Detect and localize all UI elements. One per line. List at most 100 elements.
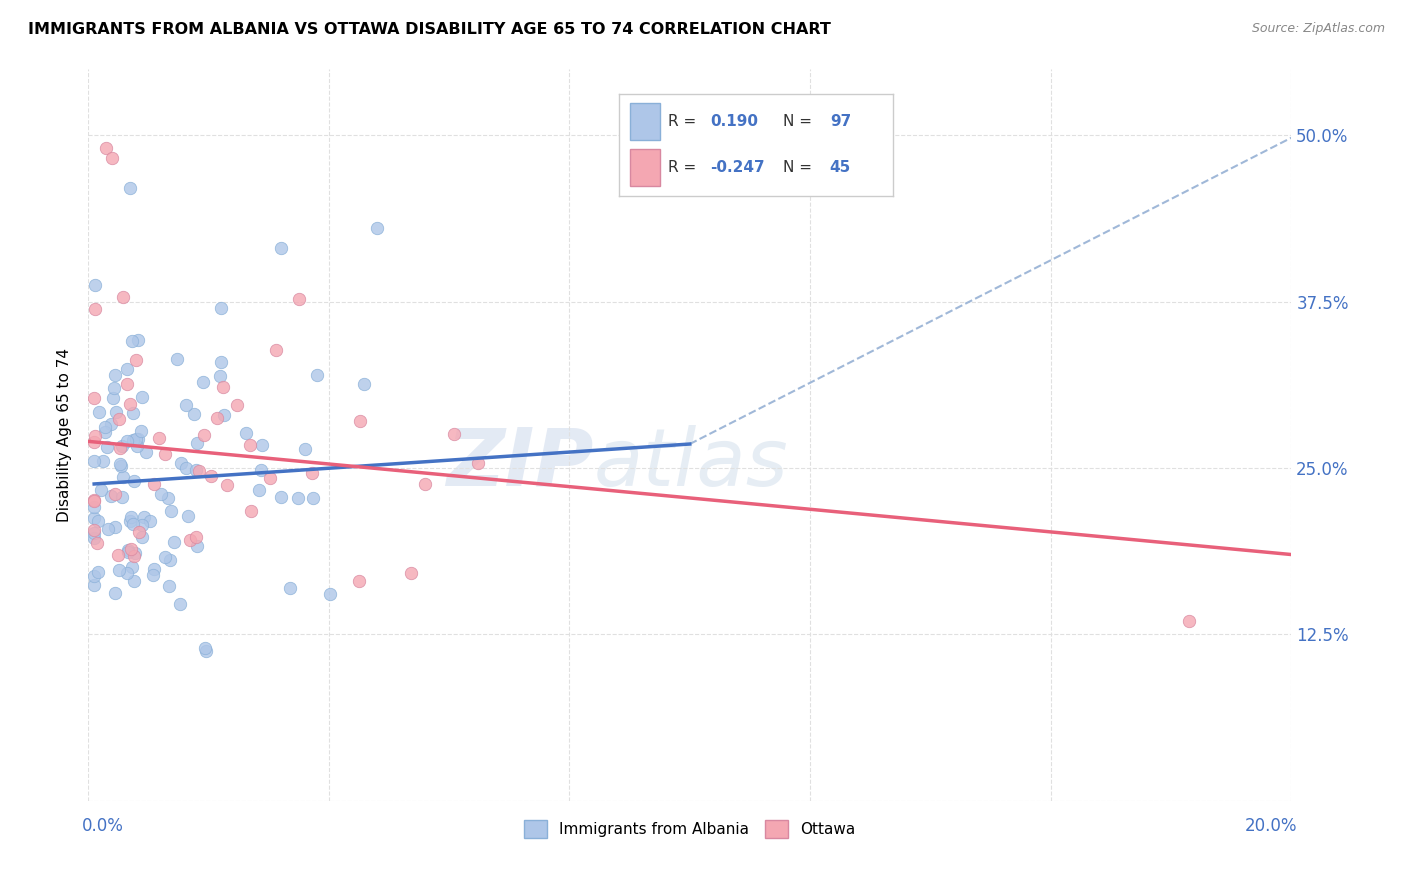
Point	[101, 151, 124, 165]
Point	[240, 504, 263, 518]
Point	[107, 548, 129, 562]
Bar	[630, 149, 659, 186]
Point	[124, 546, 146, 560]
Legend: Immigrants from Albania, Ottawa: Immigrants from Albania, Ottawa	[519, 814, 862, 845]
Point	[131, 424, 153, 438]
Text: N =: N =	[783, 114, 817, 128]
Point	[188, 464, 211, 478]
Point	[83, 391, 105, 405]
Text: 20.0%: 20.0%	[1244, 817, 1298, 835]
Bar	[630, 103, 659, 140]
Point	[100, 417, 122, 432]
Point	[86, 536, 108, 550]
Point	[177, 509, 200, 524]
Point	[83, 301, 105, 316]
Point	[104, 586, 127, 600]
Point	[169, 598, 191, 612]
Point	[399, 566, 422, 580]
Point	[90, 483, 112, 497]
Point	[125, 353, 148, 368]
Point	[135, 445, 157, 459]
Point	[83, 500, 105, 515]
Point	[270, 241, 292, 255]
Point	[127, 432, 149, 446]
Point	[121, 516, 143, 531]
Point	[155, 549, 177, 564]
Text: 97: 97	[830, 114, 851, 128]
Point	[349, 413, 371, 427]
Point	[194, 644, 217, 658]
Point	[83, 435, 105, 450]
Point	[103, 381, 125, 395]
Point	[1178, 614, 1201, 628]
Point	[120, 541, 142, 556]
Point	[250, 438, 273, 452]
Point	[250, 463, 273, 477]
Text: 45: 45	[830, 160, 851, 175]
Point	[132, 510, 155, 524]
Point	[239, 438, 262, 452]
Point	[111, 470, 134, 484]
Point	[163, 535, 186, 549]
Point	[212, 380, 235, 394]
Point	[301, 467, 323, 481]
Text: -0.247: -0.247	[710, 160, 765, 175]
Point	[209, 355, 232, 369]
Point	[131, 530, 153, 544]
Point	[84, 277, 107, 292]
Point	[115, 377, 138, 392]
Text: 0.190: 0.190	[710, 114, 758, 128]
Point	[160, 503, 183, 517]
Point	[131, 390, 153, 404]
Text: N =: N =	[783, 160, 817, 175]
Text: R =: R =	[668, 114, 702, 128]
Point	[96, 441, 118, 455]
Point	[83, 569, 105, 583]
Point	[294, 442, 316, 457]
Point	[127, 333, 149, 347]
Point	[83, 493, 105, 508]
Point	[111, 439, 134, 453]
Point	[94, 425, 117, 439]
Point	[110, 491, 132, 505]
Point	[184, 530, 207, 544]
Point	[319, 587, 342, 601]
Point	[443, 427, 465, 442]
Point	[184, 462, 207, 476]
Point	[118, 397, 141, 411]
Point	[120, 181, 142, 195]
Point	[125, 439, 148, 453]
Point	[288, 293, 311, 307]
Point	[121, 406, 143, 420]
Point	[142, 567, 165, 582]
Point	[112, 290, 135, 304]
Point	[122, 574, 145, 588]
Point	[205, 411, 228, 425]
Point	[96, 141, 118, 155]
Point	[115, 362, 138, 376]
Point	[83, 524, 105, 538]
Point	[117, 542, 139, 557]
Point	[93, 420, 115, 434]
Text: atlas: atlas	[593, 425, 789, 503]
Point	[87, 565, 110, 579]
Point	[104, 520, 127, 534]
Point	[186, 539, 208, 553]
Point	[83, 493, 105, 508]
Point	[83, 453, 105, 467]
Point	[101, 391, 124, 405]
Point	[156, 491, 179, 505]
Point	[128, 524, 150, 539]
Point	[353, 377, 375, 392]
Point	[91, 454, 114, 468]
Point	[200, 469, 222, 483]
Point	[83, 525, 105, 540]
Text: IMMIGRANTS FROM ALBANIA VS OTTAWA DISABILITY AGE 65 TO 74 CORRELATION CHART: IMMIGRANTS FROM ALBANIA VS OTTAWA DISABI…	[28, 22, 831, 37]
Point	[170, 456, 193, 470]
Y-axis label: Disability Age 65 to 74: Disability Age 65 to 74	[58, 348, 72, 522]
Point	[174, 398, 197, 412]
Point	[214, 408, 236, 422]
Text: 0.0%: 0.0%	[82, 817, 124, 835]
Point	[118, 514, 141, 528]
Point	[183, 407, 205, 421]
